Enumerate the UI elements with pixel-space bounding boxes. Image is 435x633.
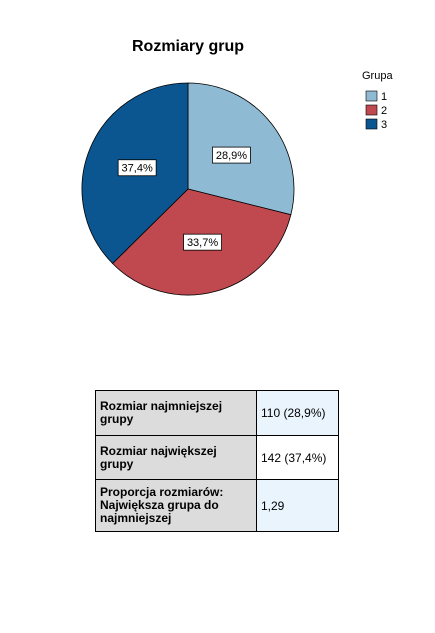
cell: 110 (28,9%) [256, 390, 339, 436]
label-box [117, 159, 157, 177]
row-header: Proporcja rozmiarów: Największa grupa do… [95, 479, 257, 532]
table-row: Rozmiar największej grupy 142 (37,4%) [95, 435, 339, 480]
legend-title: Grupa [362, 70, 393, 82]
legend-swatch [365, 90, 378, 102]
legend-swatch [365, 118, 378, 130]
data-label: 33,7% [187, 237, 218, 249]
summary-table: Rozmiar najmniejszej grupy 110 (28,9%) Ro… [95, 390, 339, 532]
label-box [183, 233, 222, 251]
chart-title: Rozmiary grup [132, 38, 244, 55]
cell: 1,29 [256, 479, 339, 532]
legend-swatch [365, 104, 378, 116]
label-box [212, 146, 251, 164]
legend-label: 2 [381, 105, 387, 117]
legend-label: 1 [381, 91, 387, 103]
legend-label: 3 [381, 119, 387, 131]
table-row: Rozmiar najmniejszej grupy 110 (28,9%) [95, 390, 339, 436]
row-header: Rozmiar najmniejszej grupy [95, 390, 257, 436]
row-header: Rozmiar największej grupy [95, 435, 257, 480]
table-row: Proporcja rozmiarów: Największa grupa do… [95, 479, 339, 532]
data-label: 37,4% [122, 163, 153, 175]
cell: 142 (37,4%) [256, 435, 339, 480]
data-label: 28,9% [216, 150, 247, 162]
chart: Rozmiary grup Grupa 28,9% 33,7% 37,4% 1 2 3 [81, 38, 393, 296]
